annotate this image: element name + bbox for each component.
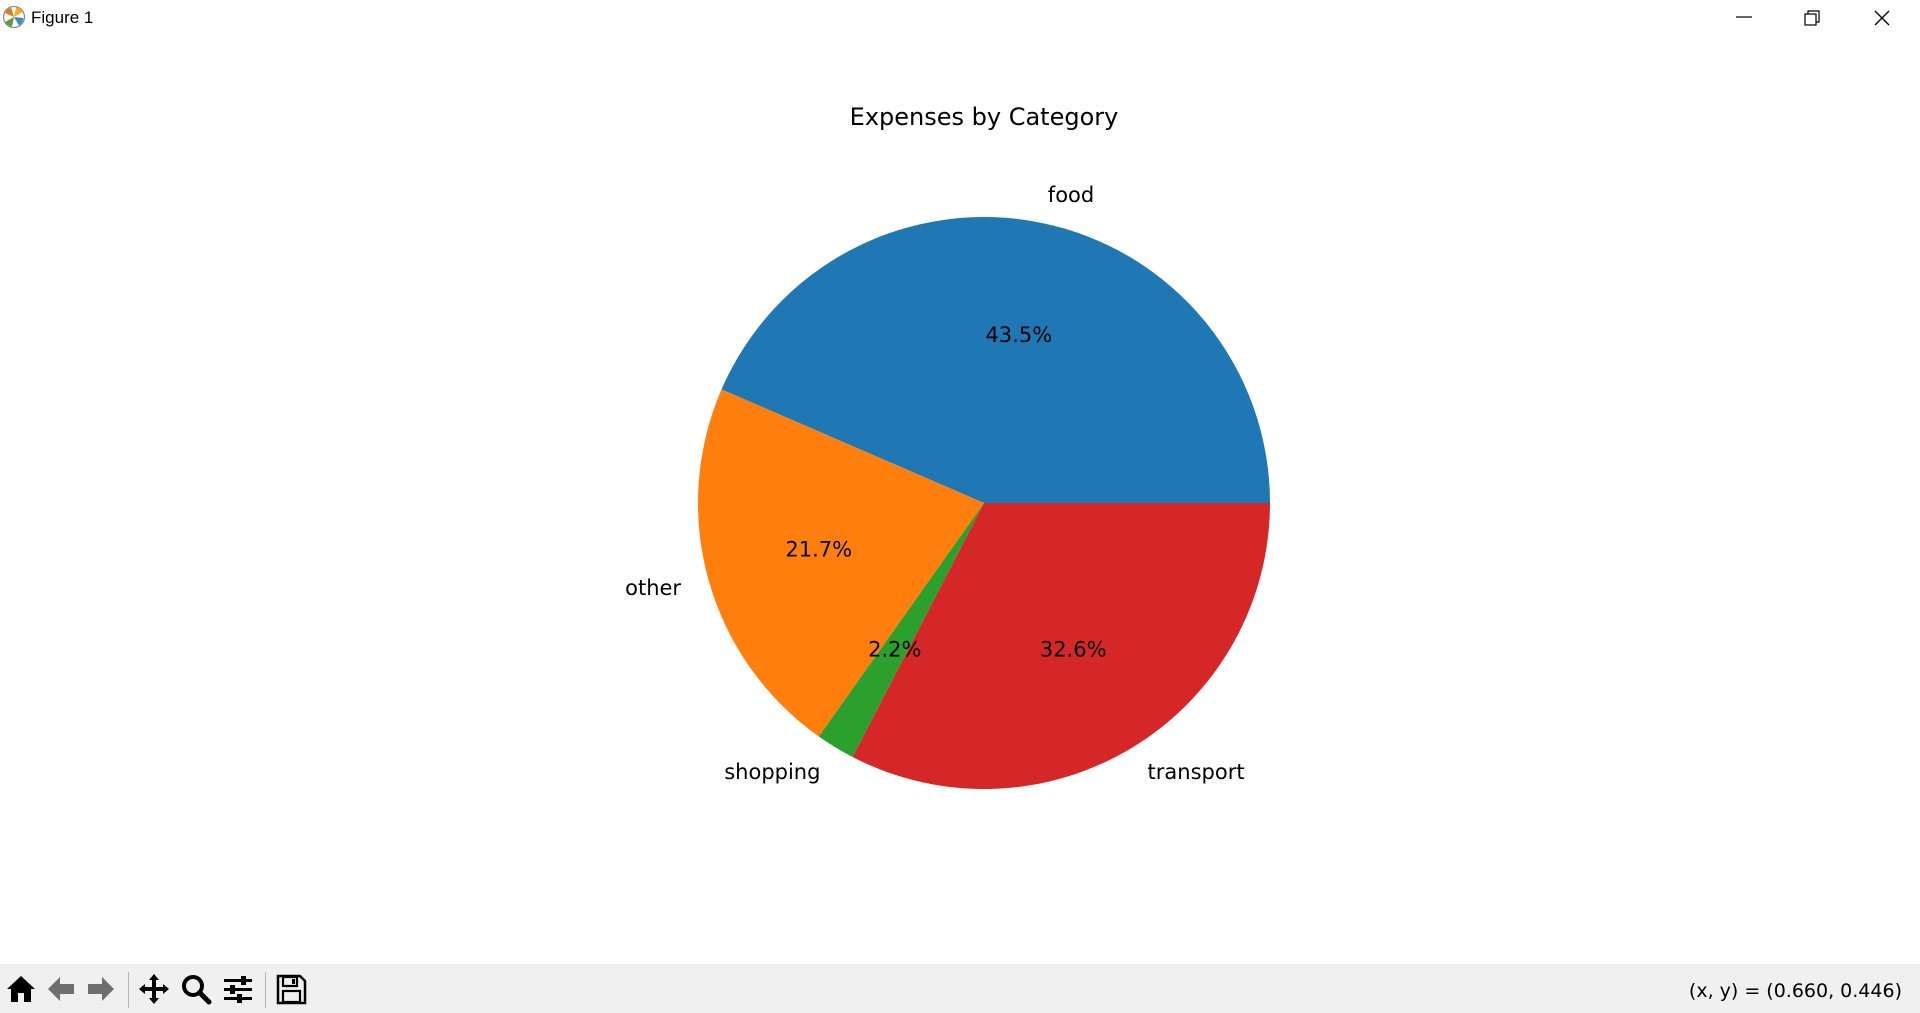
pie-label-transport: transport [1148,760,1245,784]
pie-chart: Expenses by Category food 43.5% other 21.7%… [625,103,1270,789]
forward-button[interactable] [82,970,120,1008]
save-icon [276,974,307,1005]
close-button[interactable] [1848,0,1916,36]
pie-slices [697,217,1270,789]
pie-percent-transport: 32.6% [1040,638,1107,662]
pie-label-shopping: shopping [724,760,820,784]
minimize-button[interactable] [1710,0,1778,36]
back-button[interactable] [42,970,80,1008]
pie-slice-transport [852,503,1270,789]
restore-button[interactable] [1778,0,1846,36]
pie-percent-food: 43.5% [985,323,1052,347]
pie-percent-other: 21.7% [785,537,852,561]
toolbar-separator [128,972,129,1008]
configure-subplots-button[interactable] [219,970,257,1008]
restore-icon [1804,10,1820,26]
matplotlib-logo-icon [2,5,26,29]
pan-button[interactable] [135,970,173,1008]
pie-label-food: food [1048,183,1094,207]
zoom-button[interactable] [177,970,215,1008]
title-bar: Figure 1 [0,0,1920,36]
home-icon [7,976,35,1002]
configure-subplots-icon [224,976,252,1003]
window-title: Figure 1 [31,8,94,27]
chart-title: Expenses by Category [850,103,1119,131]
close-icon [1874,10,1890,26]
toolbar-separator [265,972,266,1008]
figure-canvas[interactable]: Expenses by Category food 43.5% other 21.7%… [0,36,1920,964]
pan-icon [139,974,169,1004]
pie-percent-shopping: 2.2% [868,638,921,662]
cursor-coordinates: (x, y) = (0.660, 0.446) [1688,980,1902,1002]
save-button[interactable] [272,970,310,1008]
pie-slice-food [721,217,1270,503]
navigation-toolbar: (x, y) = (0.660, 0.446) [0,964,1920,1013]
pie-labels: food 43.5% other 21.7% shopping 2.2% transport… [625,183,1244,784]
pie-label-other: other [625,576,681,600]
minimize-icon [1736,16,1752,18]
pie-slice-other [697,389,984,737]
home-button[interactable] [2,970,40,1008]
back-icon [48,977,74,1001]
forward-icon [88,977,114,1001]
zoom-icon [182,975,212,1005]
pie-slice-shopping [818,503,984,758]
